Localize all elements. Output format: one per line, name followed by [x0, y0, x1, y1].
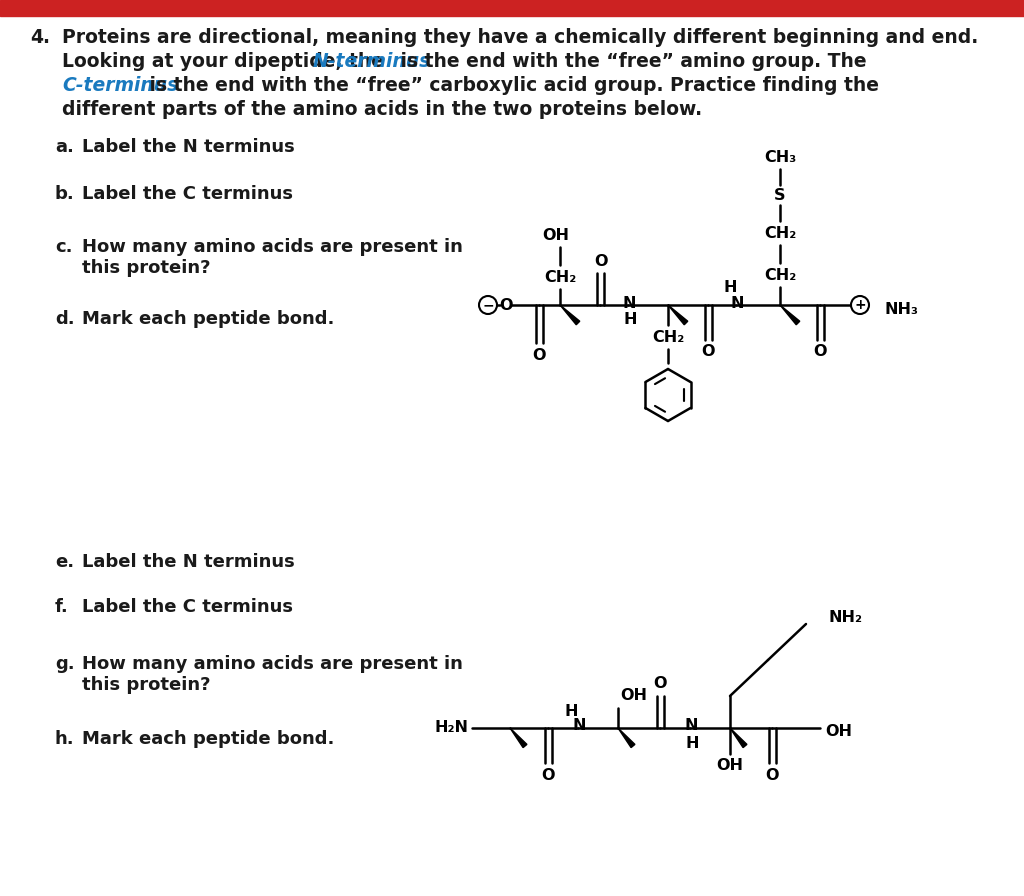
- Text: CH₂: CH₂: [544, 270, 577, 285]
- Text: O: O: [813, 344, 826, 359]
- Text: CH₂: CH₂: [652, 330, 684, 344]
- Text: CH₂: CH₂: [764, 268, 796, 282]
- Text: H: H: [685, 737, 698, 752]
- Text: O: O: [594, 254, 608, 269]
- Text: e.: e.: [55, 553, 74, 571]
- Text: −: −: [482, 298, 494, 312]
- Text: a.: a.: [55, 138, 74, 156]
- Text: Label the C terminus: Label the C terminus: [82, 185, 293, 203]
- Text: H: H: [564, 703, 578, 719]
- Text: O: O: [500, 297, 513, 313]
- Text: different parts of the amino acids in the two proteins below.: different parts of the amino acids in th…: [62, 100, 702, 119]
- Text: O: O: [765, 768, 778, 782]
- Text: O: O: [653, 676, 667, 692]
- Text: H: H: [723, 280, 736, 296]
- Text: 4.: 4.: [30, 28, 50, 47]
- Text: d.: d.: [55, 310, 75, 328]
- Text: +: +: [854, 298, 866, 312]
- Text: H: H: [624, 313, 637, 328]
- Text: O: O: [532, 348, 546, 363]
- Text: H₂N: H₂N: [434, 720, 468, 736]
- Text: is the end with the “free” amino group. The: is the end with the “free” amino group. …: [394, 52, 866, 71]
- Text: N: N: [623, 297, 636, 312]
- Text: Label the C terminus: Label the C terminus: [82, 598, 293, 616]
- Text: OH: OH: [825, 725, 852, 739]
- Text: h.: h.: [55, 730, 75, 748]
- Text: Proteins are directional, meaning they have a chemically different beginning and: Proteins are directional, meaning they h…: [62, 28, 978, 47]
- Text: O: O: [701, 344, 715, 359]
- Text: f.: f.: [55, 598, 69, 616]
- Text: How many amino acids are present in
this protein?: How many amino acids are present in this…: [82, 655, 463, 694]
- Text: How many amino acids are present in
this protein?: How many amino acids are present in this…: [82, 238, 463, 277]
- Text: NH₂: NH₂: [828, 610, 862, 625]
- Text: Label the N terminus: Label the N terminus: [82, 553, 295, 571]
- Polygon shape: [510, 728, 527, 747]
- Text: O: O: [542, 768, 555, 782]
- Text: S: S: [774, 187, 785, 202]
- Text: OH: OH: [620, 688, 647, 703]
- Text: C-terminus: C-terminus: [62, 76, 178, 95]
- Text: Label the N terminus: Label the N terminus: [82, 138, 295, 156]
- Polygon shape: [560, 305, 580, 324]
- Text: Mark each peptide bond.: Mark each peptide bond.: [82, 730, 335, 748]
- Text: g.: g.: [55, 655, 75, 673]
- Polygon shape: [618, 728, 635, 747]
- Text: OH: OH: [717, 759, 743, 773]
- Text: N: N: [730, 297, 743, 312]
- Text: Mark each peptide bond.: Mark each peptide bond.: [82, 310, 335, 328]
- Text: N: N: [572, 719, 586, 734]
- Text: OH: OH: [543, 228, 569, 243]
- Text: CH₂: CH₂: [764, 226, 796, 240]
- Polygon shape: [668, 305, 688, 324]
- Text: N: N: [684, 719, 697, 734]
- Text: Looking at your dipeptide, the: Looking at your dipeptide, the: [62, 52, 390, 71]
- Text: CH₃: CH₃: [764, 150, 796, 165]
- Polygon shape: [780, 305, 800, 324]
- Text: is the end with the “free” carboxylic acid group. Practice finding the: is the end with the “free” carboxylic ac…: [143, 76, 879, 95]
- Text: c.: c.: [55, 238, 73, 256]
- Text: N-terminus: N-terminus: [313, 52, 431, 71]
- Text: NH₃: NH₃: [884, 301, 918, 316]
- Polygon shape: [730, 728, 746, 747]
- Text: b.: b.: [55, 185, 75, 203]
- Bar: [0, 0, 1024, 16]
